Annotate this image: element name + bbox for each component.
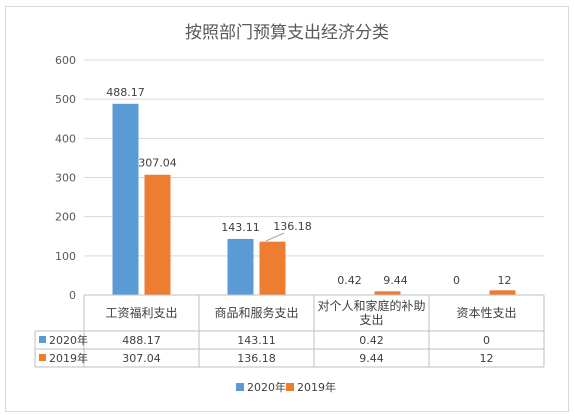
bar-2019 xyxy=(145,175,171,295)
y-tick-label: 100 xyxy=(55,250,76,263)
legend-label: 2020年 xyxy=(247,380,286,394)
y-tick-label: 400 xyxy=(55,132,76,145)
data-label: 143.11 xyxy=(221,221,260,234)
table-cell: 0 xyxy=(483,334,490,347)
data-label: 0.42 xyxy=(337,274,362,287)
table-cell: 136.18 xyxy=(237,352,276,365)
table-cell: 12 xyxy=(480,352,494,365)
bar-2020 xyxy=(113,104,139,295)
category-label: 对个人和家庭的补助 xyxy=(317,298,425,313)
table-series-name: 2019年 xyxy=(49,351,88,365)
data-label: 9.44 xyxy=(383,274,408,287)
y-tick-label: 600 xyxy=(55,54,76,67)
table-cell: 0.42 xyxy=(359,334,384,347)
category-label: 资本性支出 xyxy=(456,306,516,320)
y-tick-label: 500 xyxy=(55,93,76,106)
y-tick-label: 300 xyxy=(55,172,76,185)
data-label: 307.04 xyxy=(138,157,177,170)
legend-label: 2019年 xyxy=(297,380,336,394)
bar-2019 xyxy=(375,291,401,295)
bar-2019 xyxy=(260,242,286,295)
chart-title: 按照部门预算支出经济分类 xyxy=(185,23,389,43)
chart-border xyxy=(6,7,569,412)
table-series-key xyxy=(39,354,46,361)
y-tick-label: 200 xyxy=(55,211,76,224)
table-cell: 488.17 xyxy=(122,334,161,347)
data-label: 0 xyxy=(453,274,460,287)
table-cell: 307.04 xyxy=(122,352,161,365)
category-label: 支出 xyxy=(359,313,383,327)
category-label: 商品和服务支出 xyxy=(214,305,298,320)
legend-swatch xyxy=(286,383,294,391)
data-label: 12 xyxy=(498,274,512,287)
bar-2019 xyxy=(490,290,516,295)
table-series-key xyxy=(39,336,46,343)
y-tick-label: 0 xyxy=(69,289,76,302)
table-cell: 9.44 xyxy=(359,352,384,365)
legend-swatch xyxy=(236,383,244,391)
table-cell: 143.11 xyxy=(237,334,276,347)
data-label: 488.17 xyxy=(106,86,145,99)
category-label: 工资福利支出 xyxy=(105,305,177,320)
bar-2020 xyxy=(228,239,254,295)
table-series-name: 2020年 xyxy=(49,333,88,347)
data-label: 136.18 xyxy=(273,220,312,233)
